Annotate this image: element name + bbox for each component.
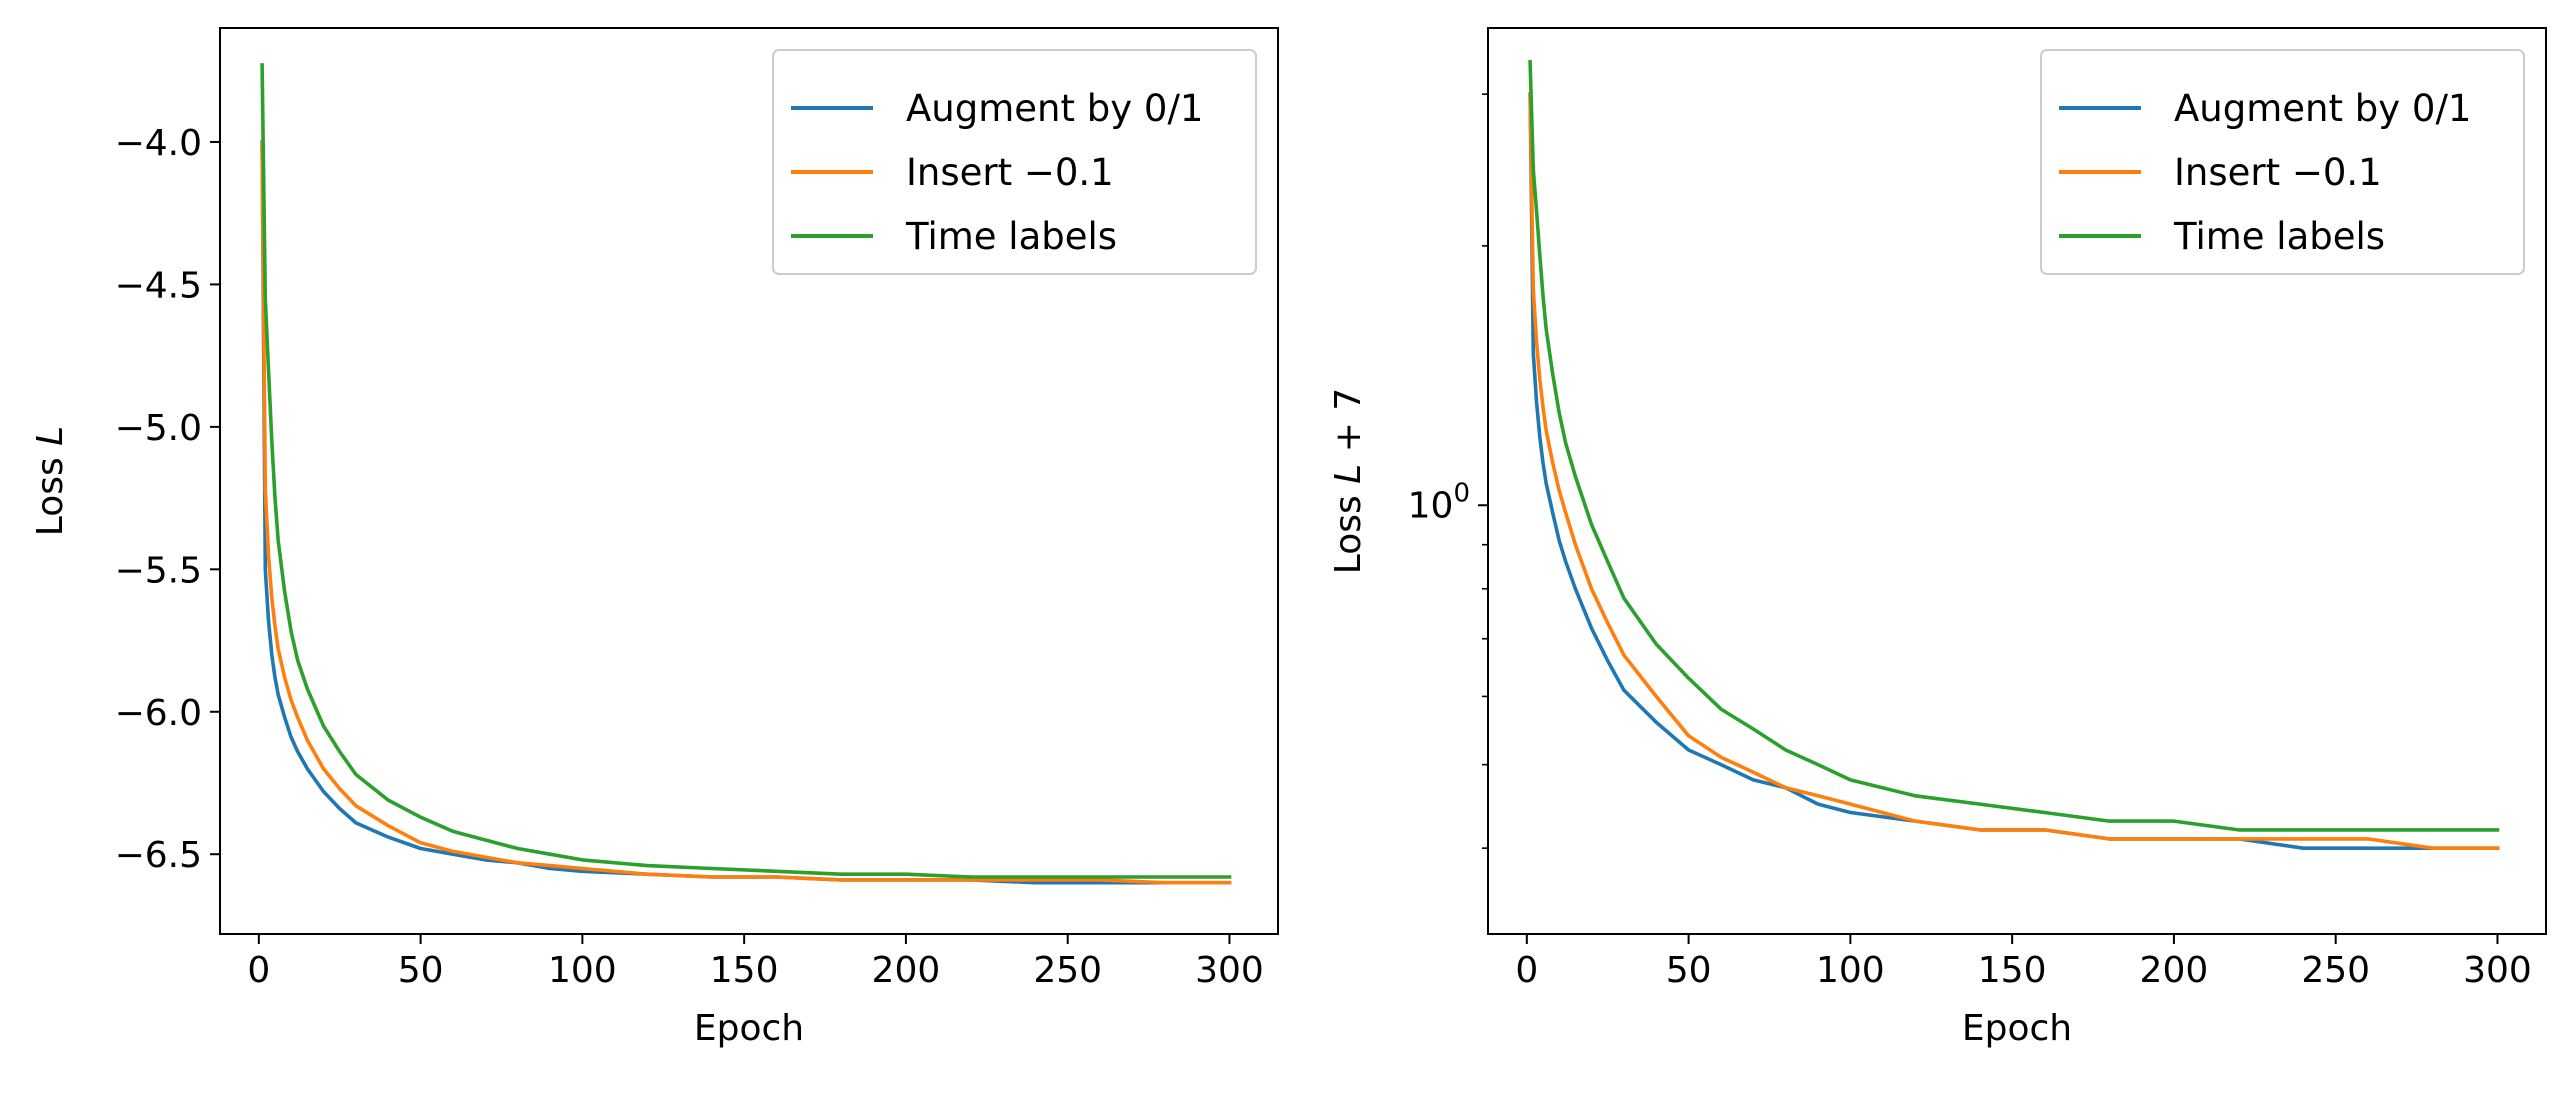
y-axis-label-prefix: Loss [1328, 484, 1369, 574]
x-tick-label: 50 [398, 950, 444, 991]
y-axis-label: Loss L [30, 426, 71, 536]
x-tick-label: 150 [1978, 950, 2047, 991]
legend-entry-0: Augment by 0/1 [2174, 87, 2471, 130]
legend-entry-2: Time labels [905, 215, 1117, 258]
y-axis-label-prefix: Loss [30, 446, 71, 536]
axes-frame [1487, 27, 2547, 935]
x-tick-label: 0 [247, 950, 270, 991]
x-tick-label: 250 [1033, 950, 1102, 991]
x-tick-label: 100 [548, 950, 617, 991]
legend: Augment by 0/1 Insert −0.1 Time labels [2040, 49, 2525, 275]
legend-entry-0: Augment by 0/1 [906, 87, 1203, 130]
x-tick-label: 200 [2140, 950, 2209, 991]
legend-entry-1: Insert −0.1 [906, 151, 1114, 194]
x-tick-label: 300 [2463, 950, 2532, 991]
y-tick-label: −5.0 [115, 408, 202, 449]
legend-entry-1: Insert −0.1 [2174, 151, 2382, 194]
y-tick-label: −6.5 [115, 835, 202, 876]
y-tick-label-exponent: 0 [1453, 478, 1470, 508]
y-tick-label-base: 10 [1408, 485, 1454, 526]
y-axis-label-suffix: + 7 [1328, 388, 1369, 464]
series-lines [260, 63, 1232, 885]
legend-frame [2040, 49, 2525, 275]
series-line-2 [1528, 60, 2500, 832]
legend-frame [772, 49, 1257, 275]
x-tick-label: 100 [1816, 950, 1885, 991]
y-tick-label: −4.0 [115, 123, 202, 164]
legend-entry-2: Time labels [2173, 215, 2385, 258]
y-tick-label: −4.5 [115, 265, 202, 306]
x-tick-label: 150 [710, 950, 779, 991]
x-tick-label: 200 [872, 950, 941, 991]
x-tick-label: 250 [2301, 950, 2370, 991]
y-tick-label: 100 [1408, 478, 1470, 526]
y-tick-label: −6.0 [115, 693, 202, 734]
x-axis-label: Epoch [1962, 1008, 2072, 1049]
legend: Augment by 0/1 Insert −0.1 Time labels [772, 49, 1257, 275]
left-panel: 0 50 100 150 200 250 300 Epoch −4.0 −4.5 −5.0 −5.5 −… [30, 27, 1279, 1049]
y-tick-label: −5.5 [115, 550, 202, 591]
y-axis-label-variable: L [1328, 464, 1369, 484]
x-tick-label: 50 [1666, 950, 1712, 991]
x-axis-label: Epoch [694, 1008, 804, 1049]
series-line-2 [260, 63, 1232, 879]
y-axis-label: Loss L + 7 [1328, 388, 1369, 574]
series-line-1 [260, 140, 1232, 885]
axes-frame [219, 27, 1279, 935]
series-lines [1528, 60, 2500, 851]
series-line-1 [1528, 92, 2500, 851]
x-tick-label: 300 [1195, 950, 1264, 991]
x-tick-label: 0 [1515, 950, 1538, 991]
y-axis-label-variable: L [30, 426, 71, 446]
